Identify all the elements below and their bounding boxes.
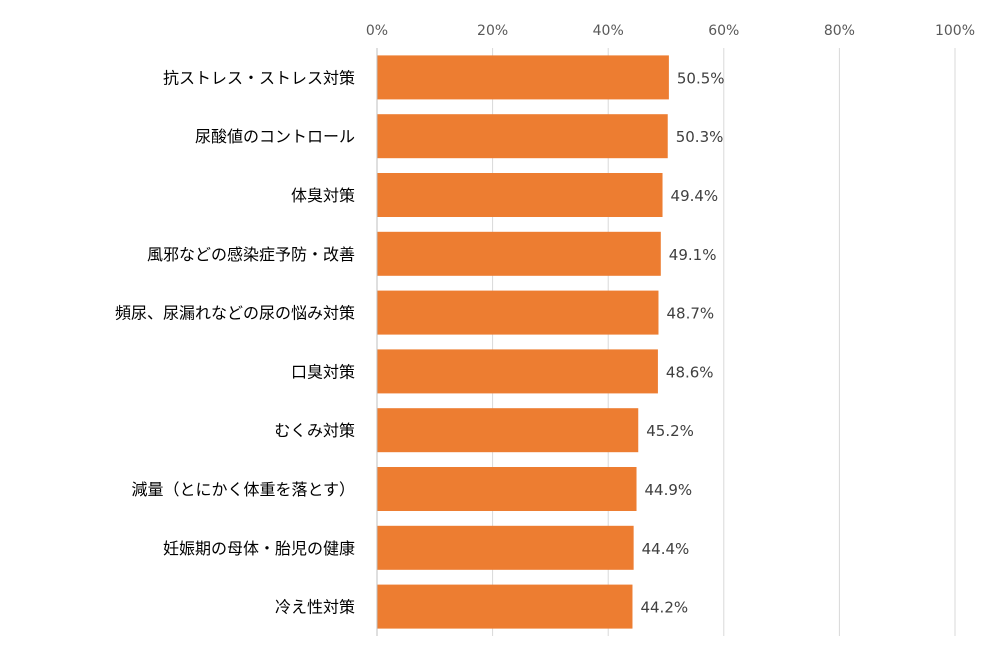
x-tick-label: 60% — [708, 23, 739, 39]
x-tick-label: 80% — [824, 23, 855, 39]
x-tick-label: 0% — [366, 23, 388, 39]
value-labels: 50.5% 50.3% 49.4% 49.1% 48.7% 48.6% 45.2% 44.9%… — [640, 69, 724, 616]
value-label: 45.2% — [646, 422, 694, 440]
value-label: 44.9% — [645, 481, 693, 499]
category-label: 頻尿、尿漏れなどの尿の悩み対策 — [115, 304, 355, 323]
x-axis-ticks: 0% 20% 40% 60% 80% 100% — [366, 23, 975, 39]
category-label: 冷え性対策 — [275, 598, 355, 617]
bar — [377, 290, 659, 335]
value-label: 48.7% — [666, 305, 714, 323]
bar — [377, 467, 637, 511]
category-labels: 抗ストレス・ストレス対策尿酸値のコントロール体臭対策風邪などの感染症予防・改善頻… — [115, 68, 355, 616]
category-label: 妊娠期の母体・胎児の健康 — [163, 539, 355, 558]
bars — [377, 55, 669, 629]
category-label: 風邪などの感染症予防・改善 — [147, 245, 355, 264]
category-label: むくみ対策 — [274, 421, 355, 440]
category-label: 口臭対策 — [291, 362, 355, 381]
category-label: 抗ストレス・ストレス対策 — [163, 68, 355, 87]
bar — [377, 525, 634, 570]
bar — [377, 584, 633, 629]
bar — [377, 349, 658, 394]
x-tick-label: 100% — [935, 23, 975, 39]
value-label: 50.3% — [676, 128, 724, 146]
bar — [377, 231, 661, 276]
bar — [377, 55, 669, 100]
value-label: 50.5% — [677, 69, 725, 87]
category-label: 減量（とにかく体重を落とす） — [131, 480, 355, 499]
bar — [377, 173, 663, 217]
value-label: 44.4% — [642, 540, 690, 558]
bar — [377, 114, 668, 159]
x-tick-label: 40% — [593, 23, 624, 39]
bar — [377, 408, 639, 453]
x-tick-label: 20% — [477, 23, 508, 39]
value-label: 49.4% — [671, 187, 719, 205]
value-label: 48.6% — [666, 363, 714, 381]
category-label: 体臭対策 — [291, 186, 355, 205]
category-label: 尿酸値のコントロール — [195, 127, 355, 146]
value-label: 44.2% — [640, 599, 688, 617]
value-label: 49.1% — [669, 246, 717, 264]
